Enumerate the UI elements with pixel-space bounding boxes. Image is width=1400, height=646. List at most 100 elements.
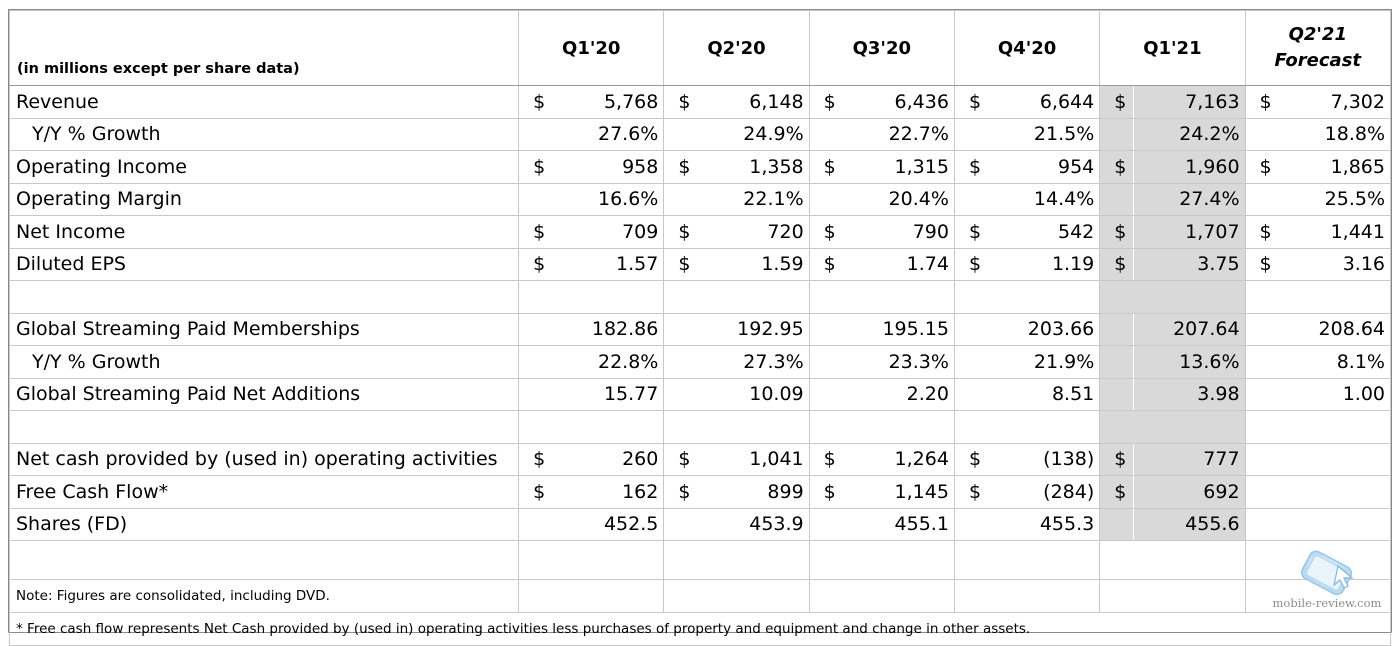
- value-cell: 455.1: [843, 507, 955, 541]
- currency-symbol: $: [663, 247, 698, 281]
- units-note: (in millions except per share data): [8, 10, 520, 86]
- value-cell: 24.9%: [697, 117, 810, 151]
- blank-cell: [663, 280, 810, 314]
- currency-symbol: $: [663, 442, 698, 476]
- blank-cell: [8, 280, 520, 314]
- value-cell: 1,315: [843, 150, 955, 184]
- currency-symbol: $: [1099, 247, 1134, 281]
- value-cell: 720: [697, 215, 810, 249]
- table-row: Operating Income $958 $1,358 $1,315 $954 $1,9…: [8, 150, 1392, 184]
- value-cell: 6,148: [697, 85, 810, 119]
- currency-symbol: $: [663, 215, 698, 249]
- value-cell: 7,302: [1279, 85, 1392, 119]
- watermark-text: mobile-review.com: [1272, 596, 1382, 610]
- value-cell: 455.3: [988, 507, 1101, 541]
- currency-symbol: [808, 507, 844, 541]
- currency-symbol: $: [518, 150, 553, 184]
- spacer-row: [8, 540, 1392, 580]
- currency-symbol: $: [808, 247, 844, 281]
- currency-symbol: $: [953, 215, 989, 249]
- currency-symbol: [1244, 182, 1280, 216]
- value-cell: 6,644: [988, 85, 1101, 119]
- value-cell: 182.86: [552, 312, 665, 346]
- row-label: Diluted EPS: [8, 247, 520, 281]
- value-cell: (138): [988, 442, 1101, 476]
- currency-symbol: [663, 345, 698, 379]
- value-cell: 3.75: [1133, 247, 1246, 281]
- value-cell: 8.1%: [1279, 345, 1392, 379]
- blank-cell: [1099, 579, 1246, 613]
- blank-cell: [808, 540, 955, 580]
- currency-symbol: [1244, 475, 1280, 509]
- currency-symbol: [953, 507, 989, 541]
- tablet-logo-icon: [1300, 550, 1354, 596]
- value-cell: 16.6%: [552, 182, 665, 216]
- period-header: Q1'21: [1099, 10, 1246, 86]
- currency-symbol: [1244, 442, 1280, 476]
- value-cell: 709: [552, 215, 665, 249]
- blank-cell: [953, 540, 1101, 580]
- currency-symbol: [808, 117, 844, 151]
- blank-cell: [808, 280, 955, 314]
- value-cell: 1.19: [988, 247, 1101, 281]
- value-cell: 1,707: [1133, 215, 1246, 249]
- currency-symbol: [518, 345, 553, 379]
- value-cell: [1279, 442, 1392, 476]
- forecast-header: Q2'21 Forecast: [1244, 10, 1392, 86]
- value-cell: 10.09: [697, 377, 810, 411]
- blank-cell: [518, 540, 665, 580]
- blank-cell: [1099, 280, 1246, 314]
- row-label: Shares (FD): [8, 507, 520, 541]
- value-cell: 1,865: [1279, 150, 1392, 184]
- row-label: Operating Income: [8, 150, 520, 184]
- value-cell: 1.57: [552, 247, 665, 281]
- value-cell: 22.1%: [697, 182, 810, 216]
- blank-row: [8, 410, 1392, 444]
- blank-cell: [663, 410, 810, 444]
- row-label: Net Income: [8, 215, 520, 249]
- value-cell: 1.59: [697, 247, 810, 281]
- currency-symbol: [1244, 312, 1280, 346]
- blank-row: [8, 280, 1392, 314]
- table-row: Operating Margin 16.6% 22.1% 20.4% 14.4% 27.4…: [8, 182, 1392, 216]
- currency-symbol: [953, 182, 989, 216]
- blank-cell: [8, 410, 520, 444]
- currency-symbol: $: [808, 85, 844, 119]
- currency-symbol: [1099, 345, 1134, 379]
- currency-symbol: $: [953, 150, 989, 184]
- currency-symbol: $: [518, 475, 553, 509]
- value-cell: 13.6%: [1133, 345, 1246, 379]
- table-row: Free Cash Flow* $162 $899 $1,145 $ (284) $692: [8, 475, 1392, 509]
- blank-cell: [1244, 410, 1392, 444]
- value-cell: 6,436: [843, 85, 955, 119]
- value-cell: 453.9: [697, 507, 810, 541]
- currency-symbol: [808, 345, 844, 379]
- currency-symbol: [663, 312, 698, 346]
- currency-symbol: $: [518, 442, 553, 476]
- blank-cell: [518, 280, 665, 314]
- currency-symbol: [1099, 507, 1134, 541]
- value-cell: 3.16: [1279, 247, 1392, 281]
- row-label: Y/Y % Growth: [8, 117, 520, 151]
- value-cell: 3.98: [1133, 377, 1246, 411]
- currency-symbol: [663, 507, 698, 541]
- currency-symbol: $: [1244, 215, 1280, 249]
- currency-symbol: [808, 377, 844, 411]
- currency-symbol: [518, 312, 553, 346]
- currency-symbol: [808, 182, 844, 216]
- currency-symbol: [1099, 377, 1134, 411]
- blank-cell: [663, 540, 810, 580]
- row-label: Global Streaming Paid Memberships: [8, 312, 520, 346]
- currency-symbol: [1244, 507, 1280, 541]
- value-cell: 22.8%: [552, 345, 665, 379]
- table-row: Net cash provided by (used in) operating…: [8, 442, 1392, 476]
- value-cell: 18.8%: [1279, 117, 1392, 151]
- value-cell: 15.77: [552, 377, 665, 411]
- currency-symbol: $: [1099, 475, 1134, 509]
- currency-symbol: [1244, 345, 1280, 379]
- currency-symbol: $: [1099, 442, 1134, 476]
- currency-symbol: [808, 312, 844, 346]
- value-cell: 958: [552, 150, 665, 184]
- currency-symbol: $: [663, 85, 698, 119]
- currency-symbol: [1244, 377, 1280, 411]
